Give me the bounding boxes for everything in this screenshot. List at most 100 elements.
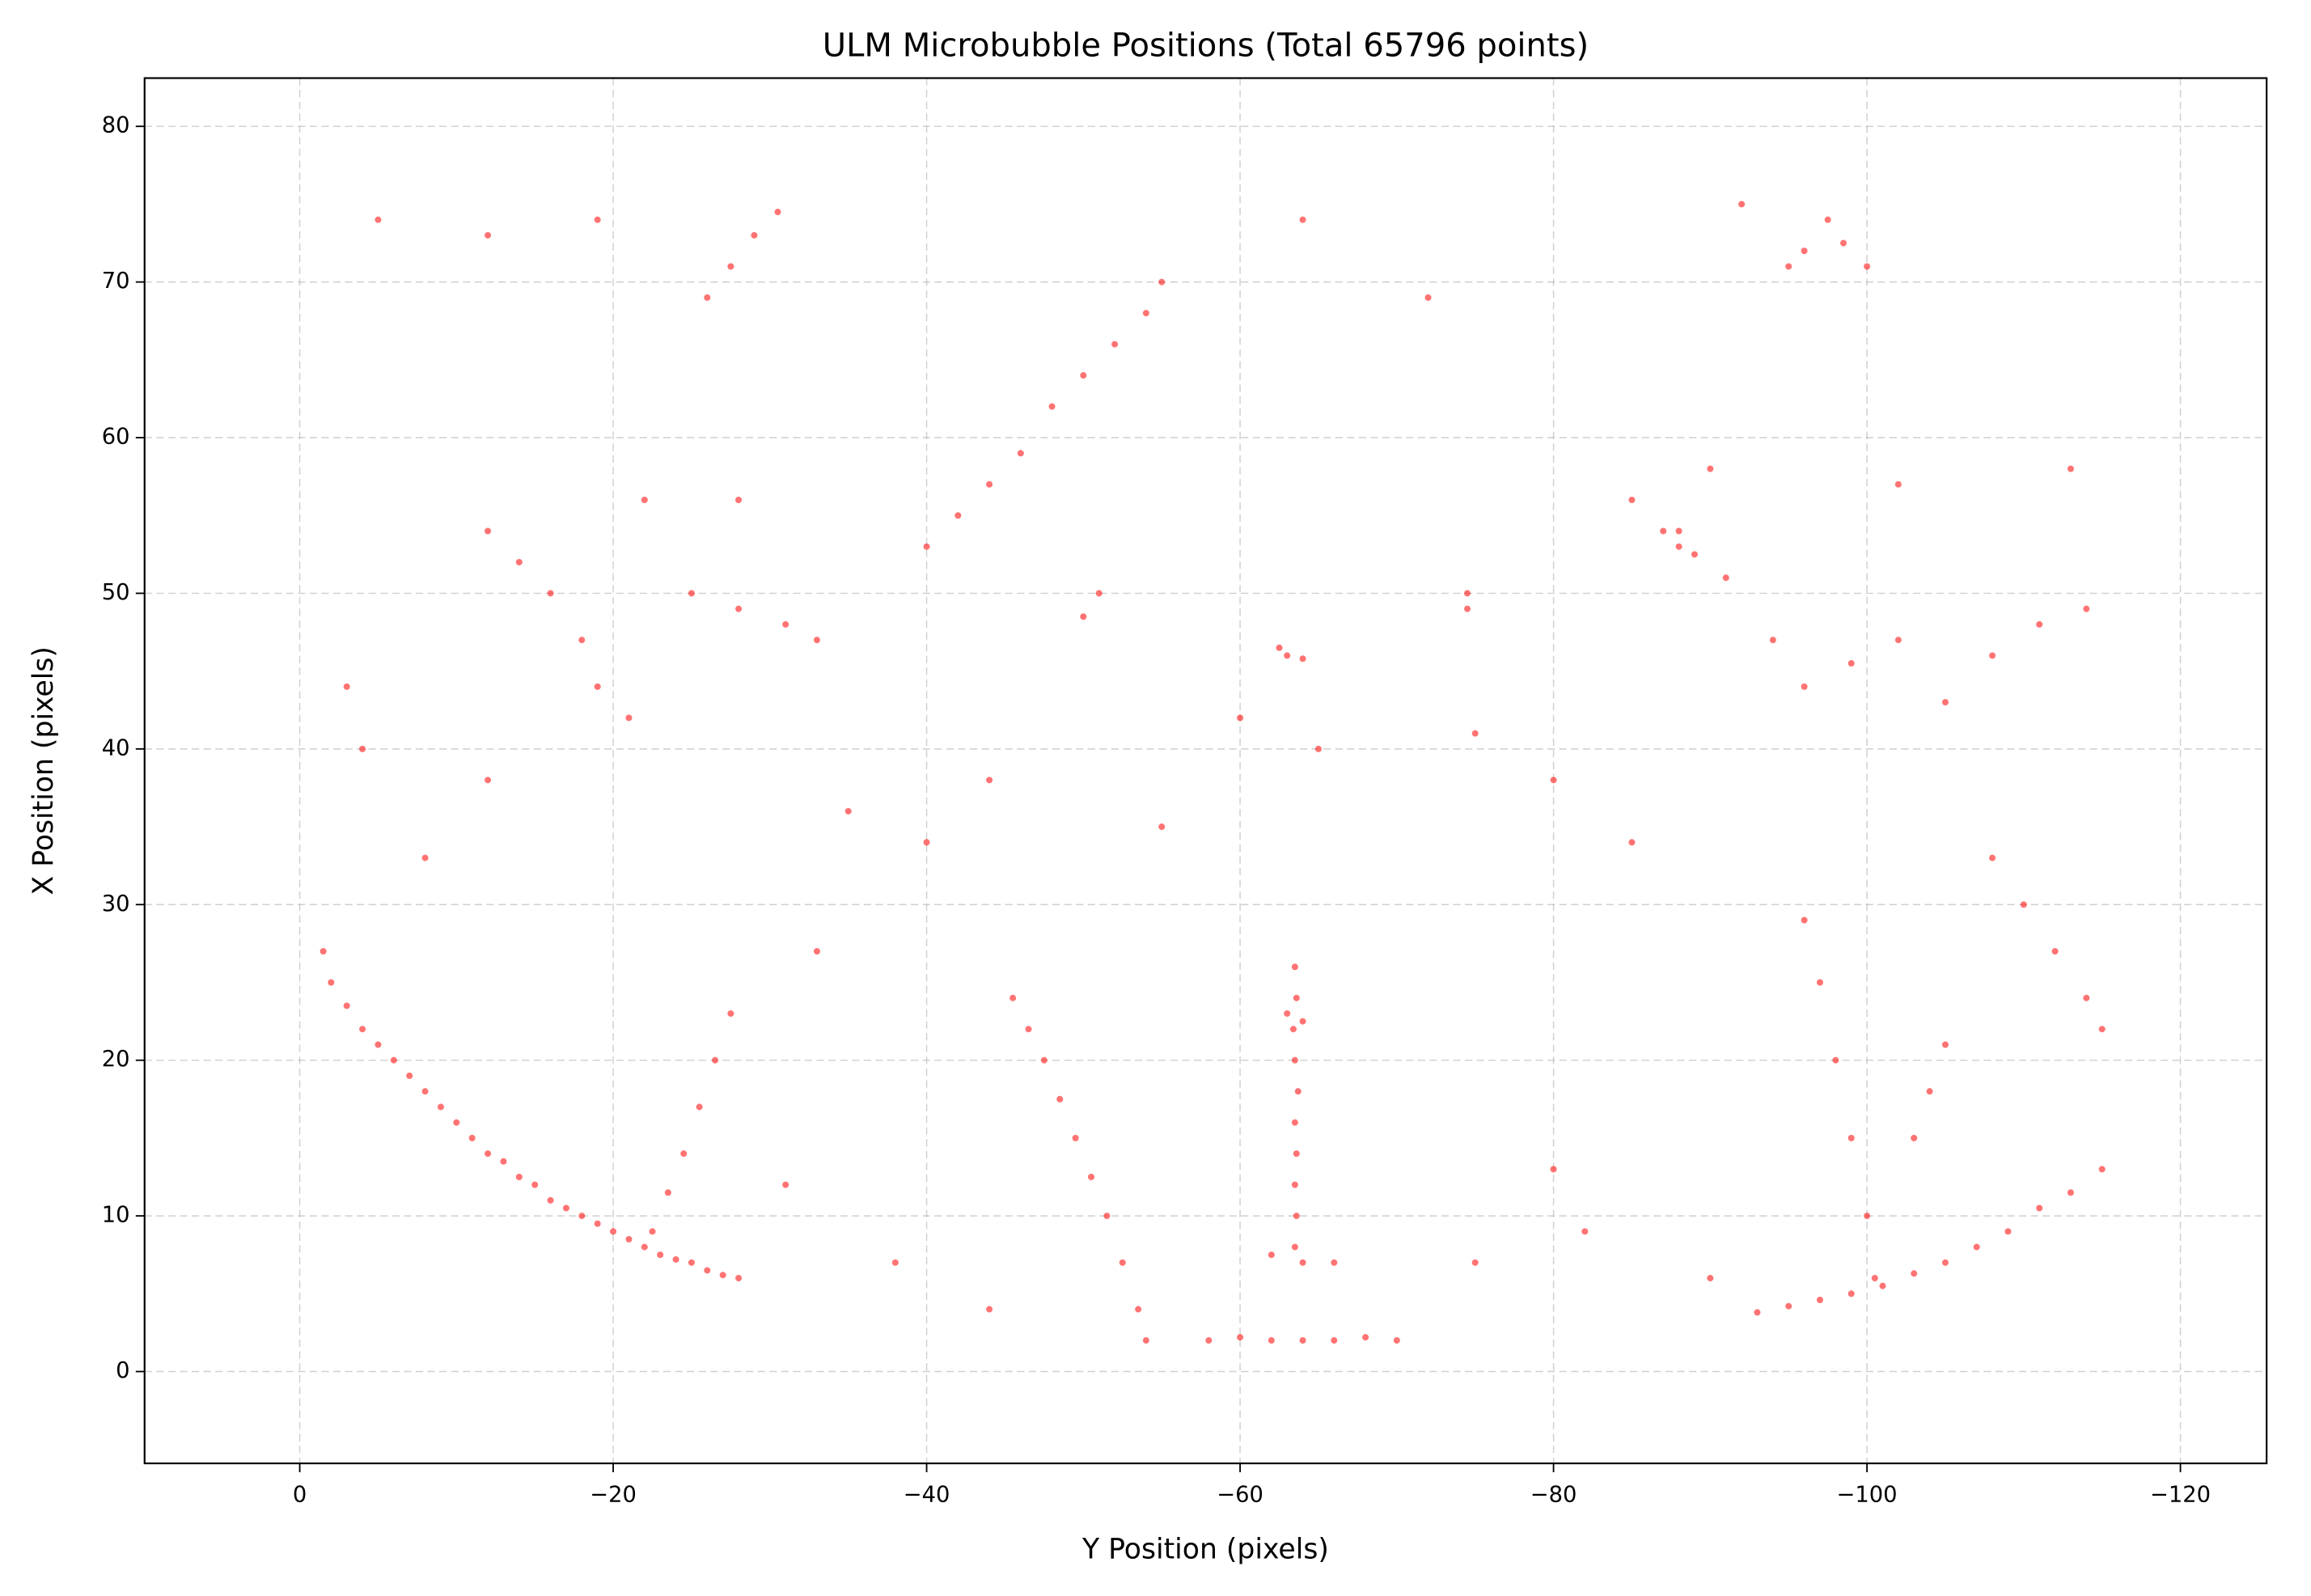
point <box>1017 450 1024 457</box>
point <box>1331 1259 1338 1266</box>
point <box>727 263 734 270</box>
point <box>1785 263 1793 270</box>
point <box>1989 854 1996 862</box>
point <box>375 1041 382 1048</box>
point <box>1056 1095 1064 1103</box>
point <box>1707 1275 1714 1282</box>
point <box>1276 644 1283 651</box>
point <box>1291 1181 1298 1188</box>
point <box>1879 1282 1886 1289</box>
point <box>1550 777 1557 784</box>
point <box>1911 1134 1918 1141</box>
point <box>735 496 743 504</box>
point <box>1785 1302 1793 1310</box>
point <box>774 209 781 216</box>
point <box>562 1204 569 1212</box>
point <box>2083 605 2090 612</box>
point <box>1158 278 1166 286</box>
point <box>641 496 648 504</box>
point <box>1289 1026 1297 1033</box>
point <box>891 1259 899 1266</box>
point <box>1080 372 1087 379</box>
point <box>1769 637 1776 644</box>
point <box>1801 917 1808 924</box>
x-tick-label: −120 <box>2150 1483 2211 1508</box>
point <box>2036 620 2043 628</box>
point <box>578 1213 586 1220</box>
point <box>343 683 350 690</box>
point <box>664 1189 671 1196</box>
point <box>485 527 492 535</box>
point <box>1911 1270 1918 1277</box>
point <box>1848 1134 1855 1141</box>
point <box>1237 714 1244 722</box>
point <box>986 777 993 784</box>
point <box>680 1150 688 1158</box>
point <box>2098 1166 2106 1173</box>
point <box>844 807 852 815</box>
point <box>594 216 601 223</box>
point <box>1722 574 1729 582</box>
point <box>1839 239 1848 247</box>
point <box>1291 1243 1298 1251</box>
point <box>625 1235 633 1243</box>
y-tick-label: 70 <box>102 269 130 294</box>
point <box>672 1255 679 1263</box>
point <box>359 1026 366 1033</box>
point <box>1314 745 1322 752</box>
point <box>1628 496 1636 504</box>
point <box>1824 216 1831 223</box>
point <box>813 947 820 955</box>
point <box>813 637 820 644</box>
points <box>320 201 2106 1344</box>
point <box>375 216 382 223</box>
point <box>468 1134 476 1141</box>
point <box>688 1259 695 1266</box>
grid <box>144 78 2267 1464</box>
y-axis-label: X Position (pixels) <box>28 646 60 895</box>
point <box>1941 1041 1949 1048</box>
point <box>727 1010 734 1017</box>
x-tick-label: −60 <box>1217 1483 1263 1508</box>
point <box>1754 1309 1761 1316</box>
point <box>1237 1334 1244 1341</box>
point <box>1268 1251 1275 1259</box>
point <box>1463 605 1471 612</box>
point <box>1801 248 1808 255</box>
point <box>1025 1026 1032 1033</box>
point <box>328 979 335 986</box>
y-tick-label: 80 <box>102 113 130 138</box>
point <box>1158 823 1166 831</box>
point <box>1095 590 1103 597</box>
point <box>1103 1213 1111 1220</box>
point <box>625 714 633 722</box>
point <box>1299 216 1306 223</box>
point <box>1832 1056 1839 1064</box>
point <box>2067 1189 2074 1196</box>
point <box>1293 1150 1300 1158</box>
point <box>1926 1088 1933 1095</box>
point <box>688 590 695 597</box>
point <box>782 620 789 628</box>
point <box>2051 947 2059 955</box>
point <box>390 1056 397 1064</box>
y-tick-label: 40 <box>102 735 130 760</box>
point <box>1871 1275 1878 1282</box>
point <box>1284 1010 1291 1017</box>
point <box>735 605 743 612</box>
point <box>2036 1204 2043 1212</box>
point <box>1087 1173 1095 1181</box>
point <box>1291 1056 1298 1064</box>
ticks: 0 −20 −40 −60 −80 −100 −120 0 10 20 30 40 50 60 70 80 <box>102 113 2211 1508</box>
point <box>2098 1026 2106 1033</box>
point <box>437 1103 444 1111</box>
x-tick-label: −20 <box>590 1483 637 1508</box>
point <box>1142 310 1149 317</box>
point <box>1691 551 1698 558</box>
point <box>1299 1018 1306 1025</box>
point <box>1040 1056 1048 1064</box>
y-tick-label: 60 <box>102 425 130 450</box>
point <box>1424 294 1432 301</box>
point <box>1550 1166 1557 1173</box>
point <box>1581 1228 1589 1235</box>
